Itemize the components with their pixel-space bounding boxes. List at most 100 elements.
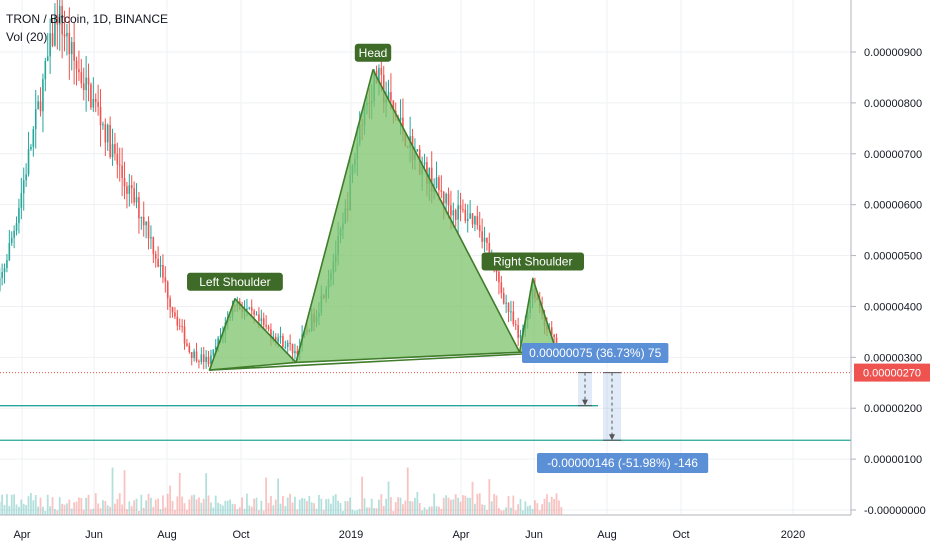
volume-bar — [397, 497, 400, 515]
candle-body — [296, 351, 299, 354]
volume-bar — [97, 503, 100, 515]
measure-arrow-head — [609, 434, 615, 441]
volume-bar — [68, 499, 71, 515]
volume-bar — [80, 497, 83, 515]
volume-bar — [195, 499, 198, 515]
volume-bar — [428, 506, 431, 515]
right-shoulder-label-bg — [481, 252, 585, 271]
candle-body — [82, 83, 85, 91]
right-shoulder-label-text: Right Shoulder — [493, 254, 572, 268]
volume-bar — [522, 510, 524, 515]
volume-bar — [70, 508, 73, 515]
candle-body — [176, 316, 179, 326]
volume-bar — [478, 493, 481, 515]
volume-bar — [382, 506, 385, 515]
volume-bar — [349, 497, 352, 515]
candle-body — [267, 326, 270, 330]
volume-bar — [435, 506, 438, 515]
candle-body — [438, 177, 440, 191]
volume-bar — [44, 510, 47, 515]
candle-body — [464, 209, 467, 221]
volume-bar — [169, 485, 172, 515]
head-label-bg — [354, 43, 392, 62]
candle-body — [550, 327, 553, 335]
measure-range — [603, 372, 621, 441]
volume-bar — [474, 503, 476, 515]
current-price-badge — [854, 363, 930, 382]
volume-bar — [464, 495, 467, 515]
candle-body — [483, 237, 486, 242]
candle-body — [106, 124, 109, 143]
volume-bar — [58, 497, 61, 515]
volume-bar — [361, 476, 364, 515]
candle-body — [18, 207, 20, 224]
volume-indicator-label[interactable]: Vol (20) — [6, 30, 48, 44]
left-shoulder-label-text: Left Shoulder — [199, 275, 270, 289]
candle-body — [428, 167, 431, 184]
candle-body — [457, 205, 459, 220]
candle-body — [111, 144, 114, 158]
candle-body — [63, 34, 66, 37]
volume-bar — [118, 493, 121, 515]
x-tick-label: Oct — [672, 529, 689, 541]
volume-bar — [8, 506, 11, 515]
volume-bar — [390, 497, 392, 515]
volume-bar — [214, 495, 217, 515]
candle-body — [10, 237, 13, 243]
candle-body — [416, 149, 419, 152]
candle-body — [423, 162, 426, 165]
volume-bar — [426, 509, 428, 515]
volume-bar — [469, 497, 472, 515]
y-tick-label: 0.00000600 — [864, 200, 922, 212]
candle-body — [260, 318, 263, 322]
volume-bar — [236, 509, 239, 515]
candle-body — [49, 33, 51, 57]
candle-body — [447, 193, 450, 206]
volume-bar — [6, 494, 8, 515]
volume-bar — [183, 503, 186, 515]
candle-body — [46, 56, 49, 61]
candle-body — [39, 101, 42, 112]
volume-bar — [42, 506, 44, 515]
left-shoulder-label: Left Shoulder — [187, 272, 283, 291]
candle-body — [42, 79, 44, 112]
volume-bar — [387, 481, 390, 515]
candle-body — [289, 342, 291, 344]
candle-body — [37, 101, 39, 110]
volume-bar — [27, 496, 30, 515]
x-tick-label: 2020 — [781, 529, 805, 541]
volume-bar — [310, 502, 313, 515]
candle-body — [450, 205, 452, 216]
candle-body — [291, 343, 294, 354]
volume-bar — [409, 501, 412, 515]
x-tick-label: Aug — [597, 529, 617, 541]
volume-bar — [488, 479, 491, 515]
volume-bar — [54, 509, 56, 515]
candle-body — [99, 106, 102, 126]
volume-bar — [248, 505, 251, 515]
candle-body — [30, 146, 32, 150]
candle-body — [517, 325, 519, 338]
candle-body — [498, 271, 500, 283]
candle-body — [286, 342, 289, 347]
volume-bar — [270, 495, 272, 515]
volume-bar — [543, 498, 546, 515]
volume-bar — [224, 500, 227, 515]
volume-bar — [111, 467, 114, 515]
candle-body — [27, 149, 30, 175]
candle-body — [164, 277, 167, 282]
volume-bar — [39, 497, 42, 515]
volume-bar — [133, 500, 136, 515]
y-tick-label: 0.00000100 — [864, 454, 922, 466]
candle-body — [380, 68, 383, 75]
right-shoulder-label: Right Shoulder — [481, 252, 585, 271]
volume-bar — [452, 499, 455, 515]
candle-body — [75, 60, 78, 70]
candle-body — [402, 117, 404, 134]
volume-bar — [370, 498, 373, 515]
volume-bar — [238, 507, 241, 515]
volume-bar — [325, 499, 328, 515]
candle-body — [135, 197, 138, 203]
